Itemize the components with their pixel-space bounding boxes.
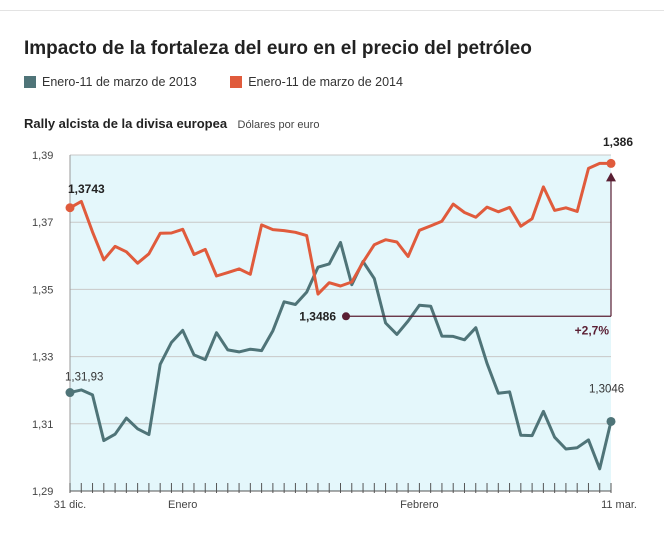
- y-tick-label: 1,37: [32, 217, 53, 229]
- legend-swatch-2014: [230, 76, 243, 88]
- top-divider: [0, 10, 664, 11]
- series-line-2013: [69, 240, 613, 471]
- chart-subtitle-title: Rally alcista de la divisa europea: [24, 116, 228, 131]
- chart-subtitle: Rally alcista de la divisa europea Dólar…: [24, 115, 319, 133]
- label-change: +2,7%: [575, 323, 610, 337]
- plot-background: [70, 155, 611, 491]
- legend-label-2014: Enero-11 de marzo de 2014: [248, 75, 403, 89]
- x-tick-label: 11 mar.: [601, 499, 637, 511]
- label-2013-start: 1,31,93: [65, 372, 103, 384]
- start-dot-2013: [65, 388, 75, 398]
- label-2013-end: 1,3046: [589, 383, 624, 395]
- end-dot-2013: [606, 416, 616, 426]
- legend-item-2014: Enero-11 de marzo de 2014: [230, 75, 403, 89]
- chart-title: Impacto de la fortaleza del euro en el p…: [24, 38, 532, 59]
- label-2014-start: 1,3743: [68, 182, 105, 196]
- label-2014-min: 1,3486: [299, 309, 336, 323]
- change-arrow-head: [606, 172, 616, 182]
- start-dot-2014: [65, 203, 75, 213]
- legend: Enero-11 de marzo de 2013 Enero-11 de ma…: [24, 75, 433, 89]
- legend-item-2013: Enero-11 de marzo de 2013: [24, 75, 197, 89]
- y-tick-label: 1,39: [32, 150, 53, 162]
- end-dot-2014: [606, 158, 616, 168]
- x-tick-label: 31 dic.: [54, 499, 86, 511]
- label-2014-end: 1,386: [603, 135, 633, 149]
- x-tick-label: Enero: [168, 499, 197, 511]
- y-tick-label: 1,29: [32, 486, 53, 498]
- x-tick-label: Febrero: [400, 499, 439, 511]
- y-tick-label: 1,35: [32, 284, 53, 296]
- legend-swatch-2013: [24, 76, 36, 88]
- series-line-2014: [69, 161, 611, 296]
- y-axis-unit: Dólares por euro: [237, 119, 320, 131]
- legend-label-2013: Enero-11 de marzo de 2013: [42, 75, 197, 89]
- y-tick-label: 1,33: [32, 352, 53, 364]
- y-tick-label: 1,31: [32, 419, 53, 431]
